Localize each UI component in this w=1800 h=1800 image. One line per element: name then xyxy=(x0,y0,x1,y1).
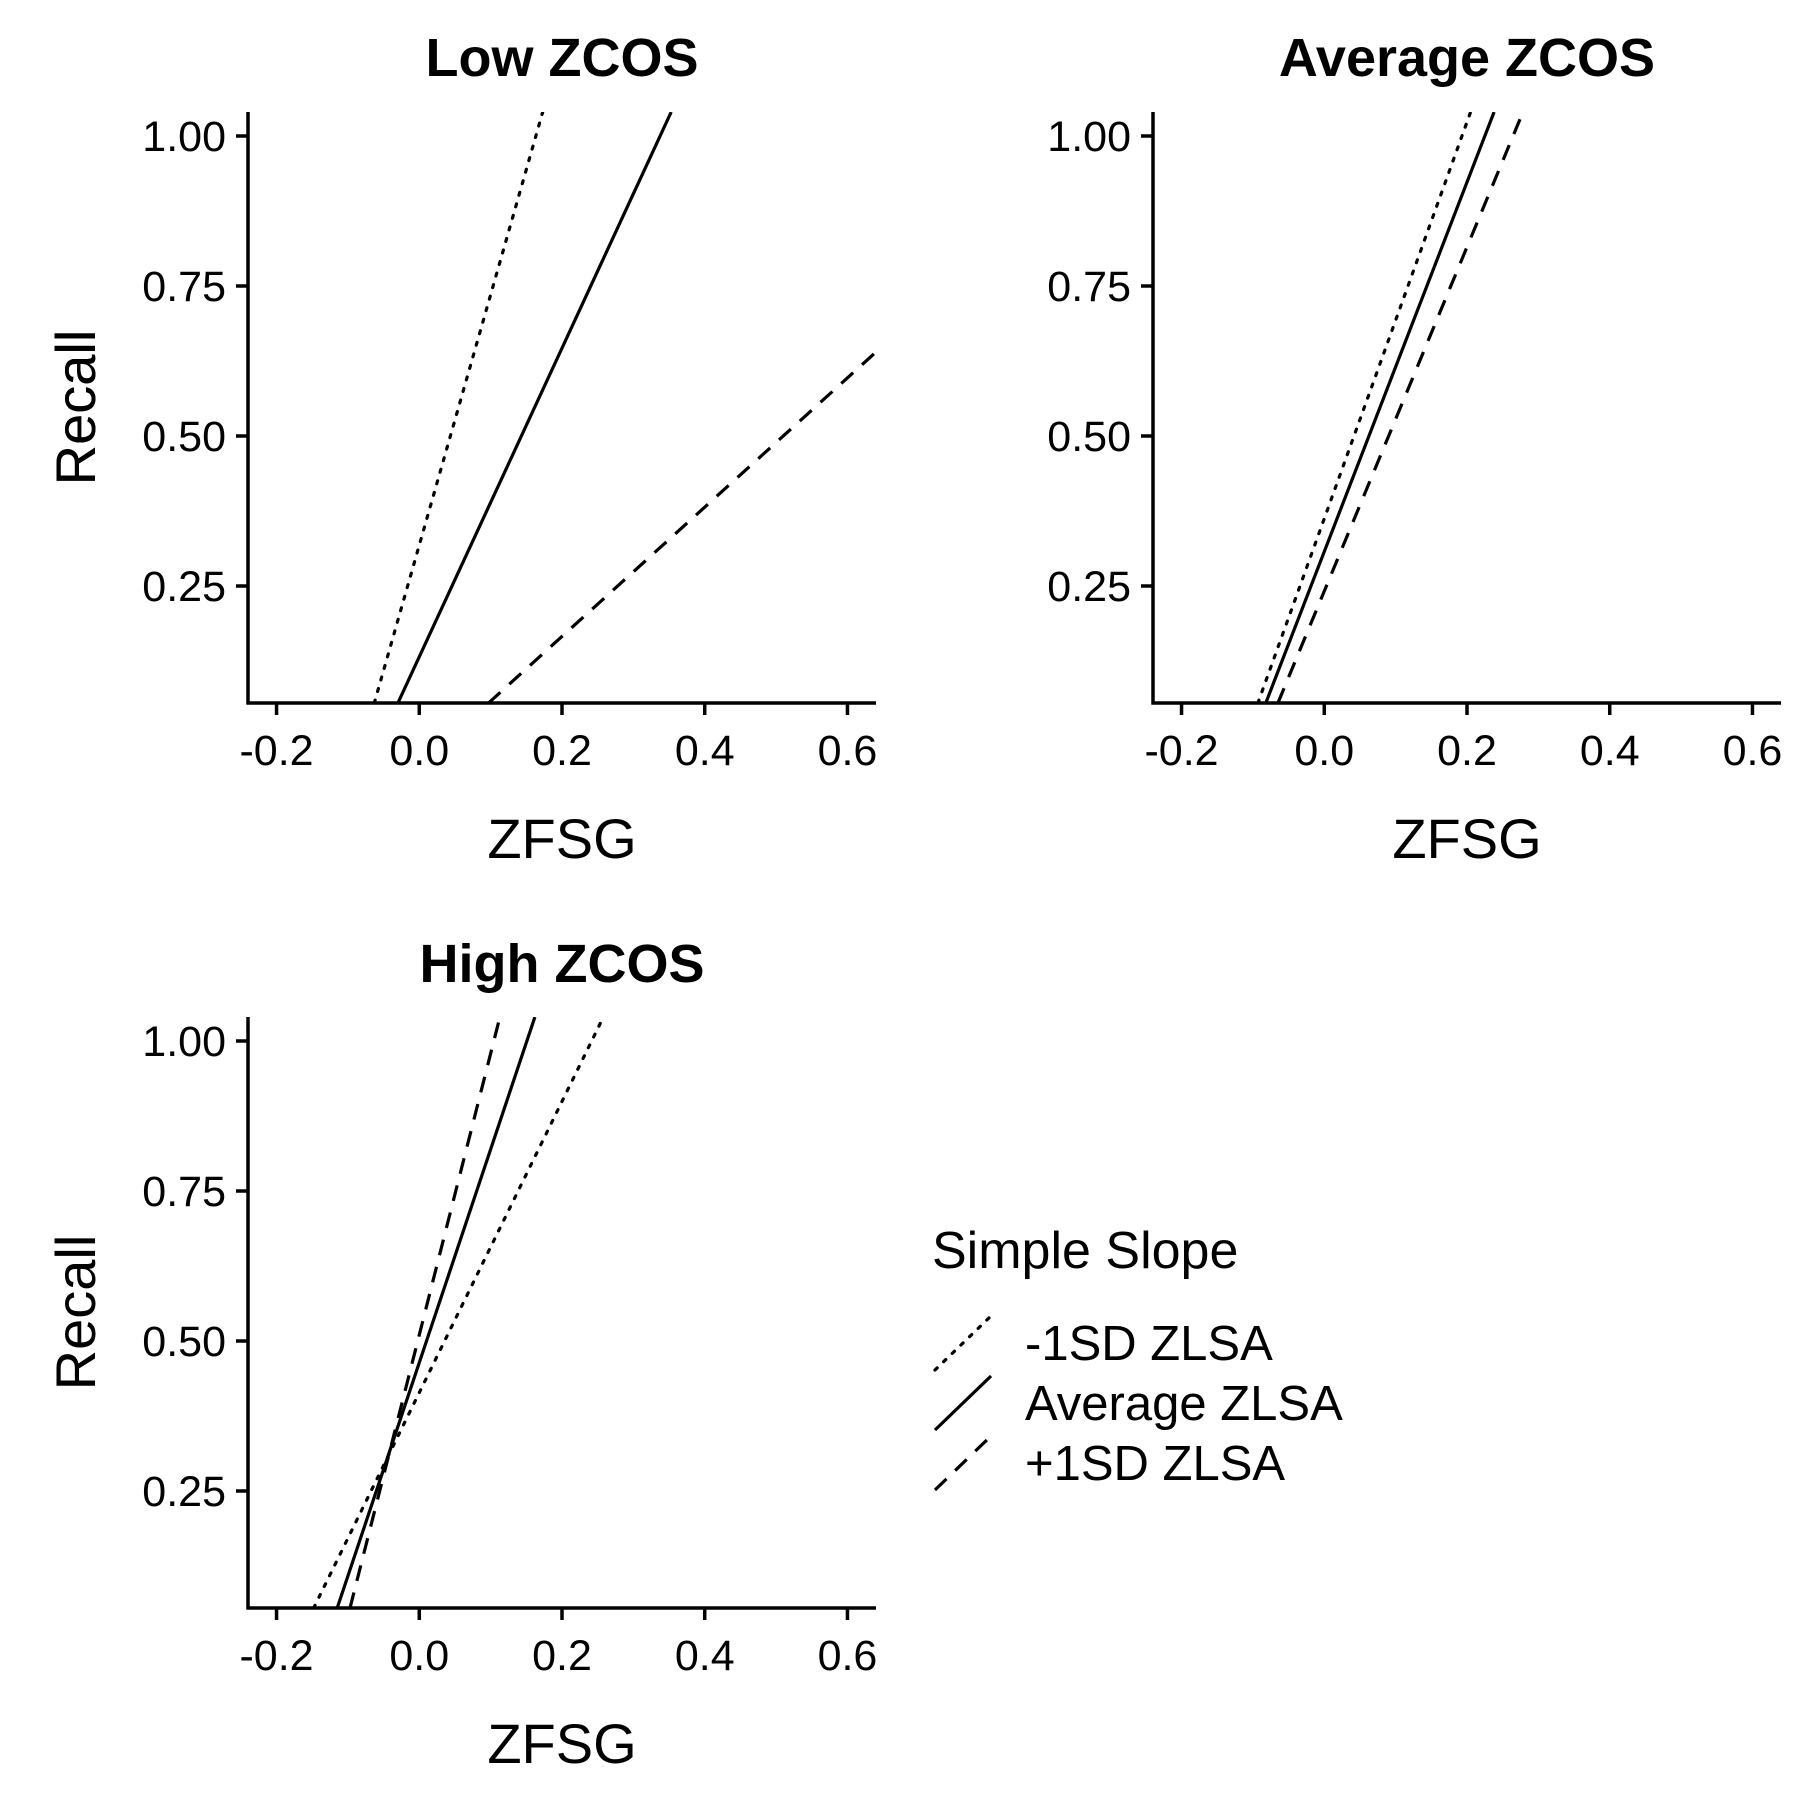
series-group xyxy=(312,1017,606,1608)
panel: Low ZCOS -0.2 0.0 0.2 0.4 0.6 0.25 0.50 0.75 1.00… xyxy=(44,28,877,870)
legend: Simple Slope -1SD ZLSA Average ZLSA +1SD Z… xyxy=(932,1222,1343,1492)
panel-title: Average ZCOS xyxy=(1279,28,1655,88)
y-axis-title: Recall xyxy=(44,330,107,486)
series-line-solid xyxy=(1264,112,1496,703)
x-tick-label: 0.4 xyxy=(675,1632,735,1680)
series-line-dashed xyxy=(1276,117,1522,703)
x-tick-label: -0.2 xyxy=(1144,727,1218,775)
x-tick-label: 0.2 xyxy=(1437,727,1497,775)
series-group xyxy=(1256,112,1522,703)
legend-item: Average ZLSA xyxy=(933,1374,1343,1432)
y-tick-label: 1.00 xyxy=(1047,113,1131,161)
series-line-dashed xyxy=(348,1017,502,1608)
y-tick-label: 0.25 xyxy=(142,563,226,611)
y-tick-label: 0.50 xyxy=(142,413,226,461)
legend-title: Simple Slope xyxy=(932,1222,1238,1280)
x-tick-label: 0.0 xyxy=(389,1632,449,1680)
y-tick-label: 0.75 xyxy=(142,263,226,311)
x-tick-label: 0.0 xyxy=(389,727,449,775)
series-line-dotted xyxy=(1256,112,1473,703)
legend-label: -1SD ZLSA xyxy=(1025,1317,1273,1371)
x-tick-label: -0.2 xyxy=(239,1632,313,1680)
x-axis-title: ZFSG xyxy=(487,1712,636,1775)
panel-title: Low ZCOS xyxy=(426,28,699,88)
legend-key-dashed xyxy=(933,1434,993,1492)
x-tick-label: 0.2 xyxy=(532,727,592,775)
legend-items: -1SD ZLSA Average ZLSA +1SD ZLSA xyxy=(933,1314,1343,1492)
x-tick-label: 0.4 xyxy=(675,727,735,775)
series-line-dotted xyxy=(372,112,545,703)
series-line-dashed xyxy=(487,350,876,703)
y-tick-label: 0.25 xyxy=(142,1468,226,1516)
x-tick-label: 0.0 xyxy=(1294,727,1354,775)
panel-title: High ZCOS xyxy=(420,934,705,994)
y-tick-label: 1.00 xyxy=(142,113,226,161)
x-tick-label: -0.2 xyxy=(239,727,313,775)
series-line-dotted xyxy=(312,1017,606,1608)
legend-key-dotted xyxy=(933,1314,993,1372)
y-tick-label: 0.25 xyxy=(1047,563,1131,611)
y-axis-title: Recall xyxy=(44,1235,107,1391)
panels: Low ZCOS -0.2 0.0 0.2 0.4 0.6 0.25 0.50 0.75 1.00… xyxy=(44,28,1782,1775)
x-tick-label: 0.4 xyxy=(1580,727,1640,775)
legend-label: Average ZLSA xyxy=(1025,1377,1343,1431)
y-tick-label: 1.00 xyxy=(142,1018,226,1066)
panel: Average ZCOS -0.2 0.0 0.2 0.4 0.6 0.25 0.50 0.75… xyxy=(44,28,1782,870)
series-line-solid xyxy=(335,1017,537,1608)
y-axis-title: Recall xyxy=(44,330,107,486)
series-group xyxy=(372,112,876,703)
y-tick-label: 0.75 xyxy=(1047,263,1131,311)
panel: High ZCOS -0.2 0.0 0.2 0.4 0.6 0.25 0.50 0.75 1.0… xyxy=(44,934,877,1775)
y-tick-label: 0.50 xyxy=(1047,413,1131,461)
legend-label: +1SD ZLSA xyxy=(1025,1437,1285,1491)
legend-item: -1SD ZLSA xyxy=(933,1314,1273,1372)
x-axis-title: ZFSG xyxy=(487,807,636,870)
legend-item: +1SD ZLSA xyxy=(933,1434,1285,1492)
y-tick-label: 0.50 xyxy=(142,1318,226,1366)
x-tick-label: 0.2 xyxy=(532,1632,592,1680)
y-tick-label: 0.75 xyxy=(142,1168,226,1216)
series-line-solid xyxy=(396,112,673,703)
x-axis-title: ZFSG xyxy=(1392,807,1541,870)
x-tick-label: 0.6 xyxy=(818,1632,878,1680)
legend-key-solid xyxy=(933,1374,993,1432)
x-tick-label: 0.6 xyxy=(1723,727,1783,775)
x-tick-label: 0.6 xyxy=(818,727,878,775)
